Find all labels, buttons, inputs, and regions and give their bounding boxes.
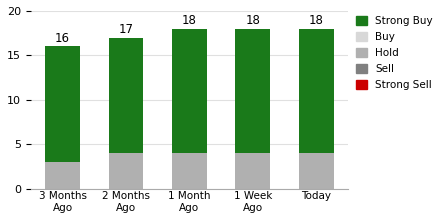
Bar xyxy=(172,153,207,189)
Legend: Strong Buy, Buy, Hold, Sell, Strong Sell: Strong Buy, Buy, Hold, Sell, Strong Sell xyxy=(356,16,433,90)
Bar xyxy=(45,162,80,189)
Bar xyxy=(172,29,207,153)
Text: 18: 18 xyxy=(182,14,197,27)
Bar xyxy=(235,153,270,189)
Bar xyxy=(109,153,143,189)
Text: 16: 16 xyxy=(55,32,70,45)
Text: 18: 18 xyxy=(246,14,260,27)
Bar xyxy=(45,46,80,162)
Bar xyxy=(235,29,270,153)
Bar xyxy=(109,38,143,153)
Bar xyxy=(299,153,334,189)
Text: 18: 18 xyxy=(309,14,324,27)
Text: 17: 17 xyxy=(118,23,133,36)
Bar xyxy=(299,29,334,153)
